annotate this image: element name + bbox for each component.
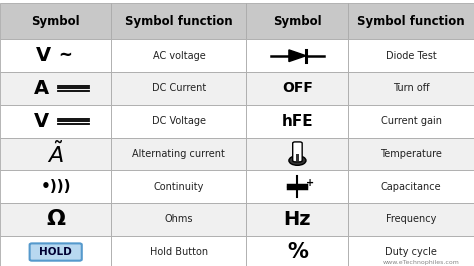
- FancyBboxPatch shape: [293, 142, 302, 162]
- Text: www.eTechnophiles.com: www.eTechnophiles.com: [383, 260, 460, 265]
- FancyBboxPatch shape: [0, 170, 111, 203]
- Text: Symbol function: Symbol function: [357, 15, 465, 27]
- FancyBboxPatch shape: [296, 154, 299, 161]
- Text: DC Current: DC Current: [152, 84, 206, 93]
- FancyBboxPatch shape: [246, 39, 348, 72]
- FancyBboxPatch shape: [111, 170, 246, 203]
- FancyBboxPatch shape: [111, 138, 246, 170]
- Text: OFF: OFF: [282, 81, 313, 95]
- Text: ~: ~: [58, 45, 72, 63]
- Text: Symbol function: Symbol function: [125, 15, 233, 27]
- Text: Diode Test: Diode Test: [386, 51, 437, 61]
- Text: A: A: [34, 79, 49, 98]
- Text: HOLD: HOLD: [39, 247, 72, 257]
- Text: Temperature: Temperature: [380, 149, 442, 159]
- FancyBboxPatch shape: [348, 3, 474, 39]
- FancyBboxPatch shape: [348, 236, 474, 266]
- FancyBboxPatch shape: [246, 170, 348, 203]
- Text: %: %: [287, 242, 308, 262]
- Text: Symbol: Symbol: [273, 15, 322, 27]
- FancyBboxPatch shape: [348, 105, 474, 138]
- FancyBboxPatch shape: [246, 72, 348, 105]
- FancyBboxPatch shape: [0, 105, 111, 138]
- Circle shape: [289, 156, 306, 165]
- FancyBboxPatch shape: [348, 203, 474, 236]
- FancyBboxPatch shape: [348, 39, 474, 72]
- Text: Hold Button: Hold Button: [150, 247, 208, 257]
- Text: V: V: [36, 46, 51, 65]
- FancyBboxPatch shape: [0, 72, 111, 105]
- Text: Ohms: Ohms: [164, 214, 193, 224]
- Text: Current gain: Current gain: [381, 116, 442, 126]
- Text: Symbol: Symbol: [31, 15, 80, 27]
- FancyBboxPatch shape: [348, 138, 474, 170]
- FancyBboxPatch shape: [348, 72, 474, 105]
- Text: Continuity: Continuity: [154, 182, 204, 192]
- FancyBboxPatch shape: [0, 138, 111, 170]
- FancyBboxPatch shape: [0, 3, 111, 39]
- Text: Ω: Ω: [46, 209, 65, 229]
- Text: Alternating current: Alternating current: [133, 149, 225, 159]
- Text: Duty cycle: Duty cycle: [385, 247, 437, 257]
- FancyBboxPatch shape: [246, 236, 348, 266]
- FancyBboxPatch shape: [246, 105, 348, 138]
- FancyBboxPatch shape: [111, 72, 246, 105]
- FancyBboxPatch shape: [246, 203, 348, 236]
- FancyBboxPatch shape: [111, 3, 246, 39]
- FancyBboxPatch shape: [111, 203, 246, 236]
- Text: hFE: hFE: [282, 114, 313, 129]
- Text: DC Voltage: DC Voltage: [152, 116, 206, 126]
- FancyBboxPatch shape: [111, 105, 246, 138]
- FancyBboxPatch shape: [0, 203, 111, 236]
- Text: Turn off: Turn off: [393, 84, 429, 93]
- FancyBboxPatch shape: [29, 243, 82, 261]
- FancyBboxPatch shape: [246, 138, 348, 170]
- Text: V: V: [34, 112, 49, 131]
- FancyBboxPatch shape: [246, 3, 348, 39]
- Text: +: +: [306, 178, 314, 188]
- Text: •))): •))): [40, 179, 71, 194]
- Text: AC voltage: AC voltage: [153, 51, 205, 61]
- Text: $\tilde{A}$: $\tilde{A}$: [47, 141, 64, 167]
- FancyBboxPatch shape: [0, 39, 111, 72]
- Text: Hz: Hz: [283, 210, 311, 229]
- FancyBboxPatch shape: [0, 236, 111, 266]
- FancyBboxPatch shape: [348, 170, 474, 203]
- FancyBboxPatch shape: [111, 236, 246, 266]
- Text: Frequency: Frequency: [386, 214, 437, 224]
- Polygon shape: [289, 50, 306, 62]
- FancyBboxPatch shape: [111, 39, 246, 72]
- Text: Capacitance: Capacitance: [381, 182, 441, 192]
